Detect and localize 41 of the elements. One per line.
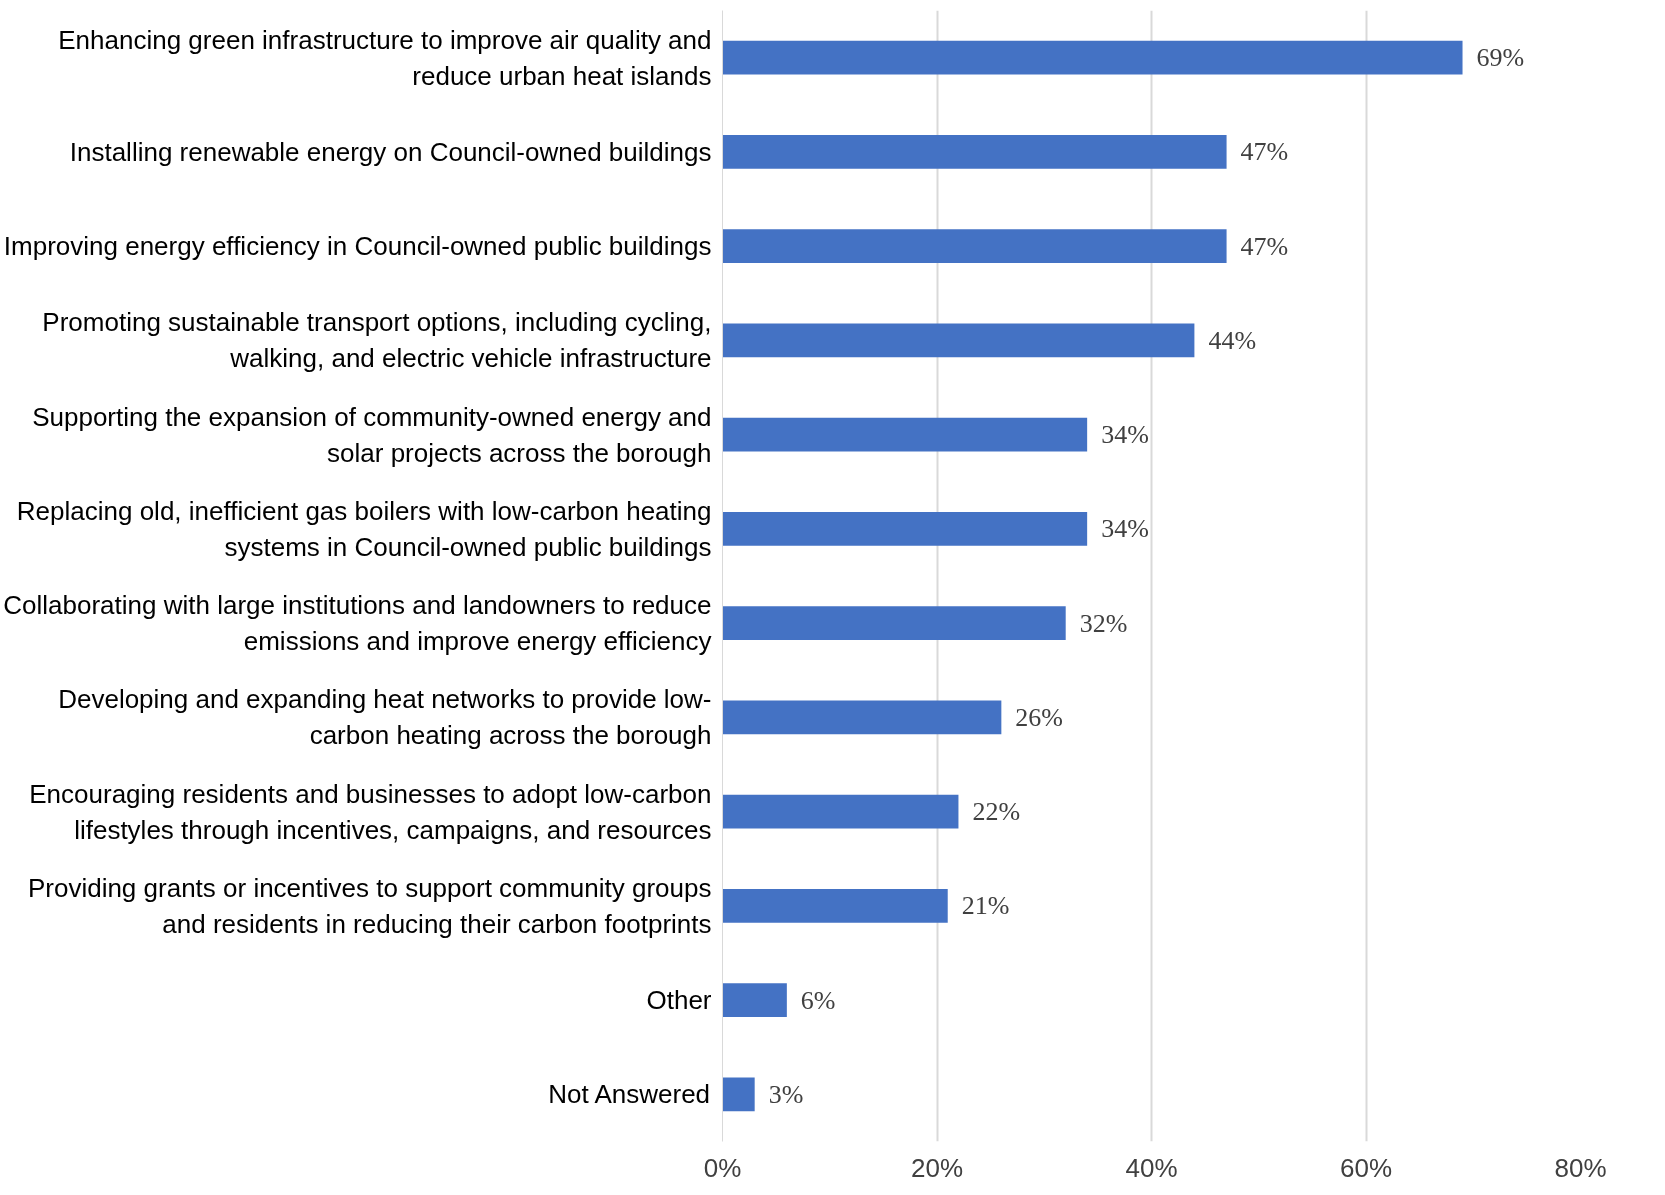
y-tick-label: Installing renewable energy on Council-owned buildings [69,136,712,167]
bar [722,1077,755,1112]
data-label: 47% [1240,137,1289,167]
bar [722,700,1002,735]
data-label: 22% [972,797,1021,827]
bar [722,511,1088,546]
data-label: 34% [1101,420,1149,450]
x-tick-label: 0% [703,1152,742,1183]
bar [722,134,1227,169]
data-label: 3% [768,1079,804,1109]
y-tick-label: Encouraging residents and businesses to adopt low-carbon lifestyles through incentives, campaigns, and resources [29,778,712,845]
y-tick-label: Replacing old, inefficient gas boilers with low-carbon heating systems in Council-owned public buildings [16,495,712,562]
y-tick-label: Not Answered [548,1079,711,1110]
x-tick-label: 80% [1554,1152,1607,1183]
data-label: 34% [1101,514,1149,544]
data-label: 47% [1240,231,1289,261]
data-label: 32% [1079,608,1128,638]
y-tick-label: Collaborating with large institutions and landowners to reduce emissions and improve energy efficiency [3,590,712,657]
bar [722,229,1227,264]
y-tick-label: Promoting sustainable transport options, including cycling, walking, and electric vehicle infrastructure [42,307,712,374]
data-label: 69% [1476,43,1525,73]
y-tick-label: Improving energy efficiency in Council-owned public buildings [3,231,712,262]
data-label: 26% [1015,702,1064,732]
data-label: 44% [1208,325,1257,355]
bar [722,40,1463,75]
bar [722,794,959,829]
y-tick-label: Enhancing green infrastructure to improve air quality and reduce urban heat islands [58,24,712,91]
data-label: 6% [800,985,836,1015]
x-tick-label: 40% [1125,1152,1178,1183]
bar [722,606,1066,641]
y-tick-label: Providing grants or incentives to support community groups and residents in reducing their carbon footprints [27,872,712,939]
y-tick-label: Supporting the expansion of community-owned energy and solar projects across the borough [32,401,712,468]
y-tick-label: Developing and expanding heat networks to provide low- carbon heating across the borough [58,684,712,751]
bar [722,417,1088,452]
x-tick-label: 60% [1339,1152,1393,1183]
x-tick-label: 20% [910,1152,964,1183]
bar [722,323,1195,358]
bar [722,888,948,923]
y-tick-label: Other [646,985,712,1016]
bar [722,983,787,1018]
data-label: 21% [961,891,1010,921]
